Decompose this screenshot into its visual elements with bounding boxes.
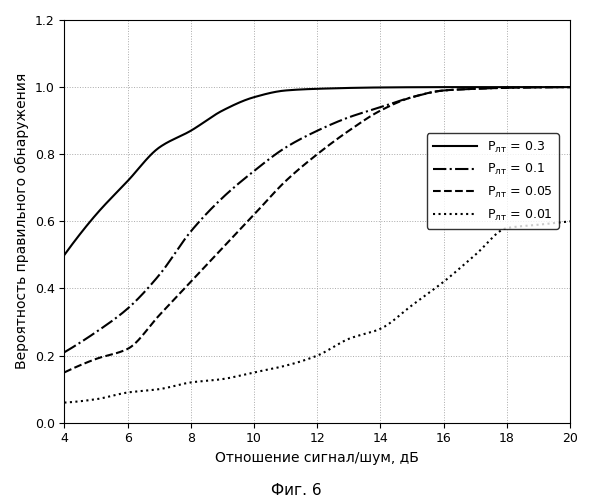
Y-axis label: Вероятность правильного обнаружения: Вероятность правильного обнаружения — [15, 73, 29, 370]
Text: Фиг. 6: Фиг. 6 — [271, 483, 322, 498]
Legend: P$_{\rm лт}$ = 0.3, P$_{\rm лт}$ = 0.1, P$_{\rm лт}$ = 0.05, P$_{\rm лт}$ = 0.01: P$_{\rm лт}$ = 0.3, P$_{\rm лт}$ = 0.1, … — [426, 134, 559, 229]
X-axis label: Отношение сигнал/шум, дБ: Отношение сигнал/шум, дБ — [215, 451, 419, 465]
